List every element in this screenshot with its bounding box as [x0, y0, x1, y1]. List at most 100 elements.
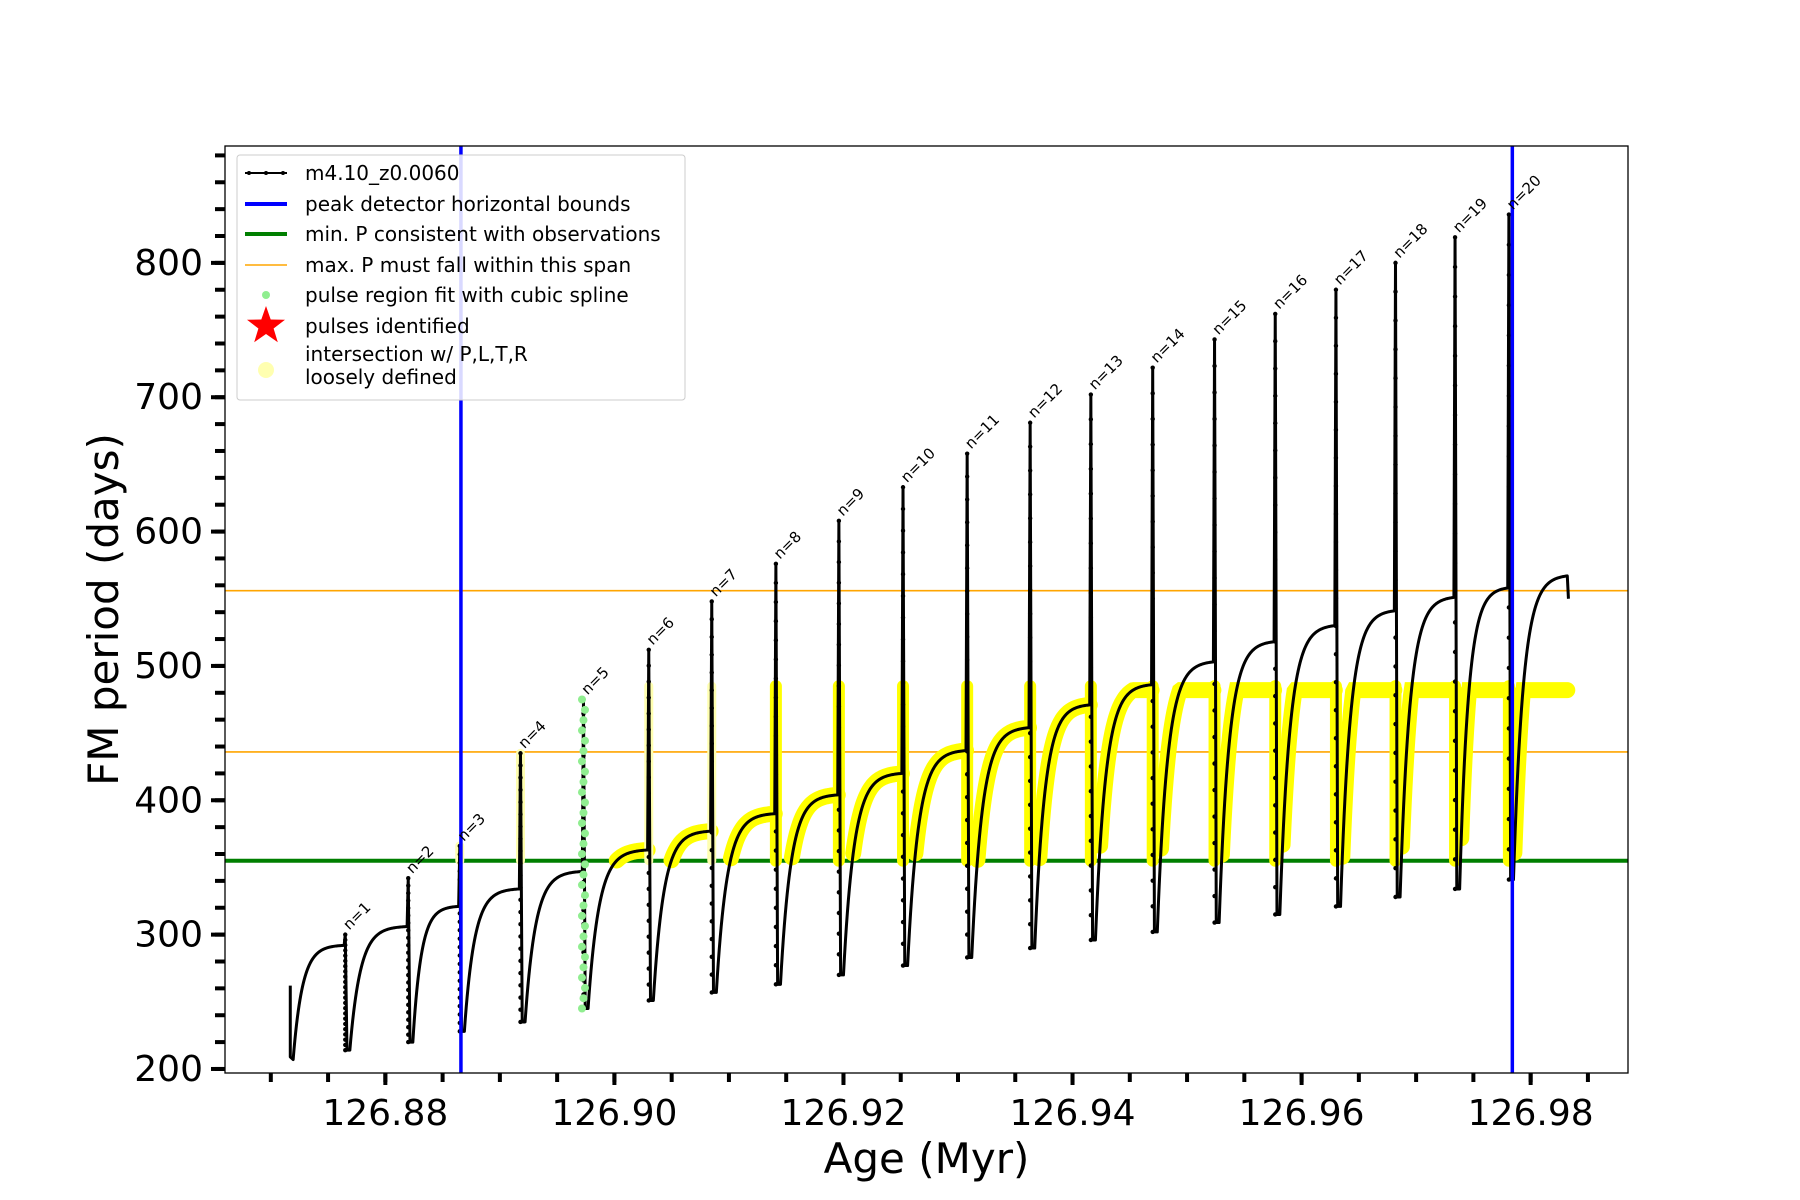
model-point — [1150, 673, 1155, 678]
model-point — [343, 1016, 348, 1021]
model-point — [1212, 469, 1217, 475]
model-point — [1333, 287, 1339, 292]
model-point — [900, 724, 906, 729]
model-point — [646, 966, 651, 971]
model-point — [1333, 539, 1339, 545]
model-point — [1506, 363, 1512, 368]
spline-point — [580, 922, 589, 931]
pulse-label: n=10 — [897, 444, 939, 486]
model-point — [1393, 433, 1398, 439]
model-point — [1393, 577, 1398, 583]
y-tick-label: 300 — [134, 915, 203, 956]
model-point — [1393, 491, 1398, 496]
model-point — [1333, 371, 1339, 377]
model-point — [709, 972, 714, 977]
spline-point — [579, 932, 588, 941]
model-point — [1273, 612, 1278, 617]
legend-dot-marker — [262, 291, 270, 299]
model-point — [1273, 912, 1278, 917]
model-point — [1393, 837, 1398, 842]
model-point — [1452, 472, 1458, 477]
model-point — [1212, 867, 1217, 872]
model-point — [518, 812, 523, 817]
model-point — [518, 934, 523, 939]
pulse-label: n=15 — [1209, 296, 1251, 338]
model-point — [406, 972, 411, 978]
model-point — [773, 790, 779, 796]
pulse-label: n=18 — [1390, 220, 1432, 262]
model-point — [406, 898, 411, 903]
model-point — [343, 974, 348, 979]
model-point — [1088, 913, 1094, 918]
model-point — [1333, 820, 1339, 825]
model-point — [1333, 904, 1339, 909]
model-point — [1452, 442, 1458, 447]
model-point — [1333, 455, 1339, 461]
model-point — [964, 588, 970, 594]
model-point — [1027, 420, 1033, 425]
model-point — [1273, 721, 1278, 726]
spline-point — [580, 953, 589, 962]
model-point — [709, 652, 714, 657]
model-point — [1212, 893, 1217, 899]
model-point — [646, 806, 651, 812]
model-point — [1333, 679, 1339, 685]
model-point — [1088, 392, 1094, 397]
model-point — [836, 559, 842, 565]
model-point — [1027, 683, 1033, 688]
model-point — [836, 601, 842, 606]
model-point — [646, 727, 651, 732]
model-point — [1393, 664, 1398, 669]
model-point — [709, 919, 714, 924]
model-point — [343, 1032, 348, 1037]
model-point — [1393, 808, 1398, 813]
model-point — [1393, 260, 1398, 266]
model-point — [773, 561, 779, 567]
y-tick-label: 500 — [134, 646, 203, 687]
model-point — [836, 931, 842, 936]
model-point — [343, 953, 348, 958]
model-point — [1333, 623, 1339, 629]
model-point — [1212, 761, 1217, 766]
model-point — [1273, 475, 1278, 480]
model-point — [1273, 311, 1278, 317]
model-point — [518, 922, 523, 927]
model-point — [836, 828, 842, 833]
model-point — [343, 958, 348, 964]
intersection-region — [1153, 682, 1222, 857]
pulse-label: n=13 — [1085, 352, 1127, 394]
model-point — [406, 913, 411, 918]
model-point — [964, 611, 970, 617]
model-point — [406, 935, 411, 940]
spline-point — [577, 911, 586, 920]
spline-point — [580, 767, 589, 776]
model-point — [1212, 390, 1217, 395]
model-point — [773, 963, 779, 968]
model-point — [1506, 212, 1512, 217]
model-point — [406, 1017, 411, 1022]
model-point — [406, 980, 411, 985]
model-point — [518, 983, 523, 988]
model-point — [1273, 884, 1278, 890]
pulse-label: n=9 — [833, 485, 868, 520]
model-point — [406, 1010, 411, 1015]
model-point — [518, 885, 523, 890]
model-point — [1212, 416, 1217, 422]
model-point — [964, 955, 970, 960]
model-point — [646, 775, 651, 780]
model-point — [406, 995, 411, 1000]
model-point — [518, 860, 523, 866]
model-point — [1212, 549, 1217, 554]
model-point — [1273, 557, 1278, 562]
legend-item: m4.10_z0.0060 — [245, 161, 460, 185]
model-point — [646, 647, 651, 653]
x-tick-label: 126.94 — [1010, 1093, 1136, 1134]
model-point — [709, 634, 714, 640]
model-point — [1452, 353, 1458, 359]
model-point — [1506, 816, 1512, 822]
model-point — [343, 1047, 348, 1053]
model-point — [1506, 786, 1512, 792]
model-point — [343, 995, 348, 1000]
model-point — [1452, 324, 1458, 329]
model-point — [1273, 775, 1278, 781]
